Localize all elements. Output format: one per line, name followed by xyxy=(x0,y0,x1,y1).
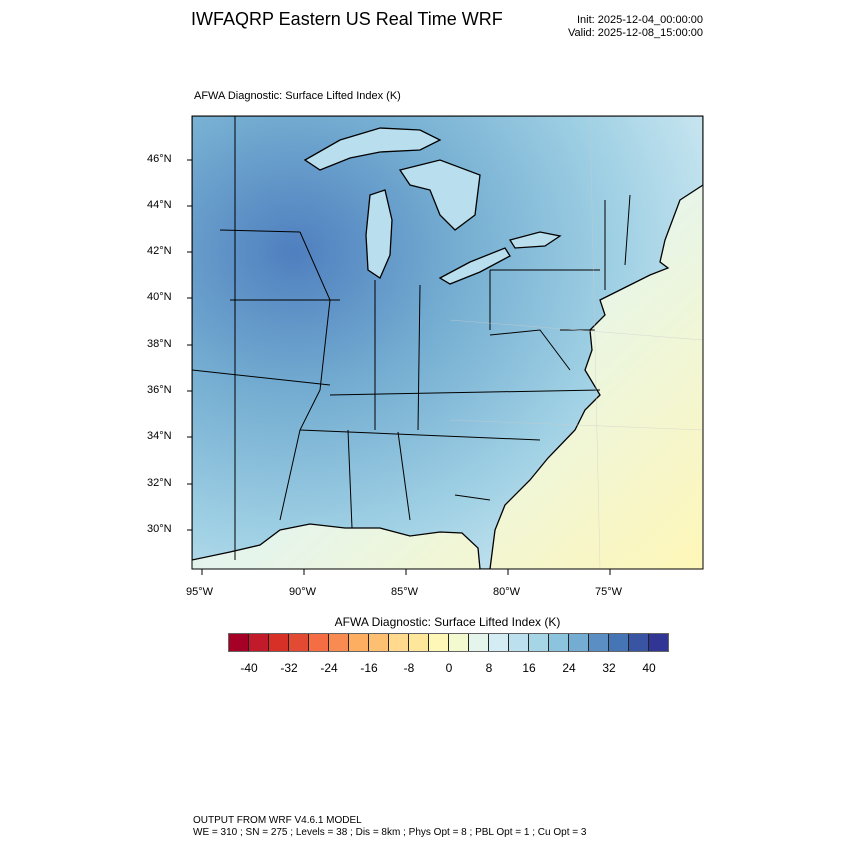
colorbar-label: -16 xyxy=(360,661,378,675)
colorbar-box xyxy=(549,634,569,651)
lon-label: 75°W xyxy=(595,586,623,598)
lake-erie xyxy=(438,247,511,285)
lat-label: 30°N xyxy=(147,523,172,535)
colorbar-box xyxy=(389,634,409,651)
colorbar-box xyxy=(469,634,489,651)
colorbar-box xyxy=(309,634,329,651)
colorbar-box xyxy=(629,634,649,651)
lake-michigan xyxy=(365,189,393,279)
colorbar-box xyxy=(429,634,449,651)
colorbar-box xyxy=(449,634,469,651)
colorbar-box xyxy=(569,634,589,651)
map-subtitle: AFWA Diagnostic: Surface Lifted Index (K… xyxy=(194,90,401,102)
plot-title: IWFAQRP Eastern US Real Time WRF xyxy=(191,9,503,29)
colorbar-box xyxy=(489,634,509,651)
lon-label: 90°W xyxy=(289,586,317,598)
colorbar-label: 32 xyxy=(602,661,616,675)
colorbar-label: -24 xyxy=(320,661,338,675)
lat-label: 42°N xyxy=(147,245,172,257)
colorbar-label: -40 xyxy=(240,661,258,675)
lon-label: 95°W xyxy=(186,586,214,598)
model-info: OUTPUT FROM WRF V4.6.1 MODEL WE = 310 ; … xyxy=(193,815,586,839)
model-settings: WE = 310 ; SN = 275 ; Levels = 38 ; Dis … xyxy=(193,827,587,838)
colorbar-box xyxy=(509,634,529,651)
colorbar-label: 40 xyxy=(642,661,656,675)
colorbar-box xyxy=(649,634,668,651)
state-borders xyxy=(192,116,631,560)
colorbar-label: 8 xyxy=(485,661,493,675)
colorbar-box xyxy=(349,634,369,651)
colorbar-box xyxy=(409,634,429,651)
colorbar-box xyxy=(329,634,349,651)
colorbar-box xyxy=(589,634,609,651)
lat-label: 32°N xyxy=(147,477,172,489)
colorbar-label: -8 xyxy=(403,661,415,675)
colorbar-box xyxy=(609,634,629,651)
lon-label: 80°W xyxy=(493,586,521,598)
lat-label: 40°N xyxy=(147,291,172,303)
lake-huron xyxy=(398,159,481,231)
colorbar xyxy=(228,633,669,652)
model-version: OUTPUT FROM WRF V4.6.1 MODEL xyxy=(193,815,362,826)
graticule xyxy=(449,116,703,569)
colorbar-box xyxy=(369,634,389,651)
axis-ticks xyxy=(187,159,611,575)
colorbar-label: 24 xyxy=(562,661,576,675)
colorbar-box xyxy=(249,634,269,651)
colorbar-label: 0 xyxy=(445,661,453,675)
lat-label: 36°N xyxy=(147,384,172,396)
colorbar-label: 16 xyxy=(522,661,536,675)
init-time: Init: 2025-12-04_00:00:00 xyxy=(577,14,703,26)
lat-label: 44°N xyxy=(147,199,172,211)
valid-time: Valid: 2025-12-08_15:00:00 xyxy=(568,27,703,39)
colorbar-title: AFWA Diagnostic: Surface Lifted Index (K… xyxy=(334,615,561,629)
colorbar-label: -32 xyxy=(280,661,298,675)
lat-label: 34°N xyxy=(147,430,172,442)
time-info: Init: 2025-12-04_00:00:00 Valid: 2025-12… xyxy=(568,14,703,40)
colorbar-box xyxy=(529,634,549,651)
lat-label: 46°N xyxy=(147,153,172,165)
lake-superior xyxy=(303,127,442,171)
colorbar-box xyxy=(229,634,249,651)
land-area xyxy=(192,116,703,569)
lake-ontario xyxy=(508,231,562,249)
colorbar-box xyxy=(269,634,289,651)
colorbar-box xyxy=(289,634,309,651)
lon-label: 85°W xyxy=(391,586,419,598)
great-lakes xyxy=(303,127,562,285)
lat-label: 38°N xyxy=(147,338,172,350)
map-frame xyxy=(191,115,704,570)
